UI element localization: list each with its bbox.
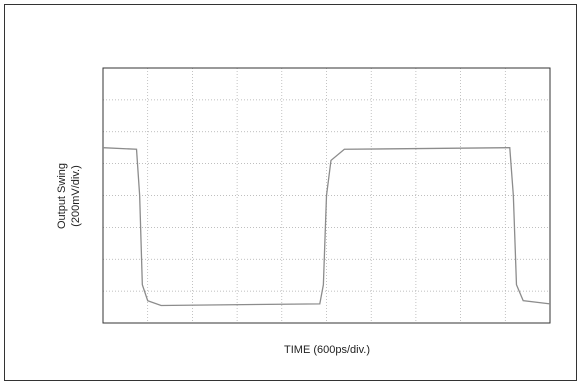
- frame: [5, 5, 577, 381]
- chart: TIME (600ps/div.) Output Swing (200mV/di…: [0, 0, 581, 385]
- y-axis-label: (200mV/div.): [70, 165, 82, 227]
- y-axis-label: Output Swing: [56, 163, 68, 229]
- x-axis-label: TIME (600ps/div.): [284, 344, 370, 356]
